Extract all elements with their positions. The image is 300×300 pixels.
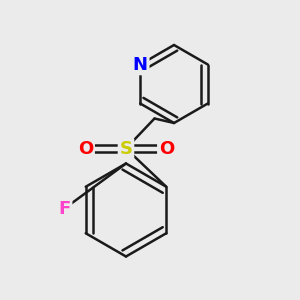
Text: N: N bbox=[133, 56, 148, 74]
Text: S: S bbox=[119, 140, 133, 158]
Text: F: F bbox=[58, 200, 70, 217]
Text: O: O bbox=[159, 140, 174, 158]
Text: O: O bbox=[78, 140, 93, 158]
